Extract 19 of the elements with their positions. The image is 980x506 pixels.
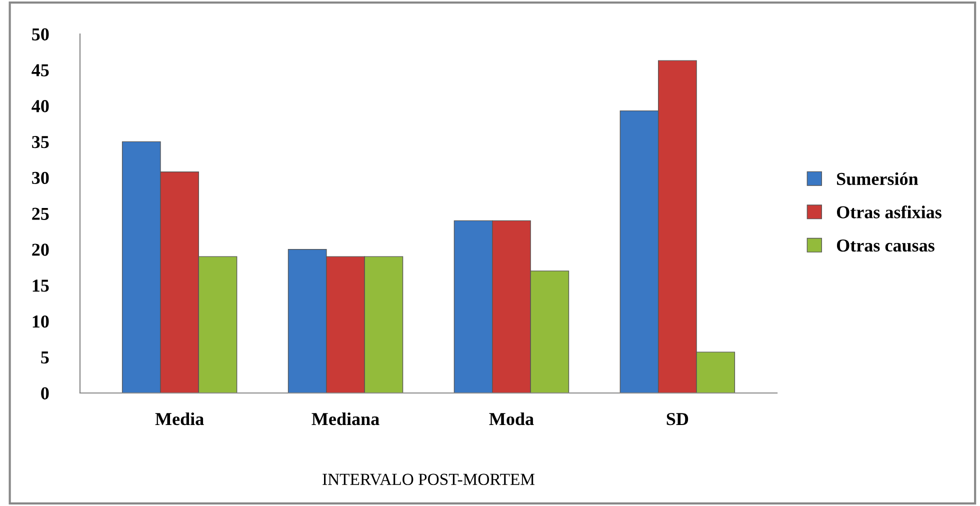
legend-label: Sumersión — [837, 172, 918, 186]
x-tick-label: SD — [666, 413, 688, 426]
y-tick-label: 40 — [32, 100, 49, 112]
y-tick-label: 20 — [32, 244, 49, 256]
y-tick-label: 15 — [32, 280, 49, 292]
y-tick-label: 30 — [32, 172, 49, 184]
y-tick-label: 10 — [32, 315, 49, 328]
x-axis-title: INTERVALO POST-MORTEM — [322, 474, 534, 486]
x-tick-label: Media — [155, 412, 204, 426]
legend-label: Otras asfixias — [836, 205, 942, 218]
x-tick-label: Mediana — [312, 412, 380, 426]
y-tick-label: 0 — [41, 387, 49, 400]
y-tick-label: 50 — [32, 28, 49, 40]
y-tick-label: 25 — [32, 208, 49, 220]
y-tick-label: 5 — [41, 352, 49, 364]
y-tick-label: 35 — [32, 136, 49, 148]
legend-label: Otras causas — [836, 239, 934, 252]
x-tick-label: Moda — [489, 412, 534, 426]
y-tick-label: 45 — [32, 64, 49, 76]
